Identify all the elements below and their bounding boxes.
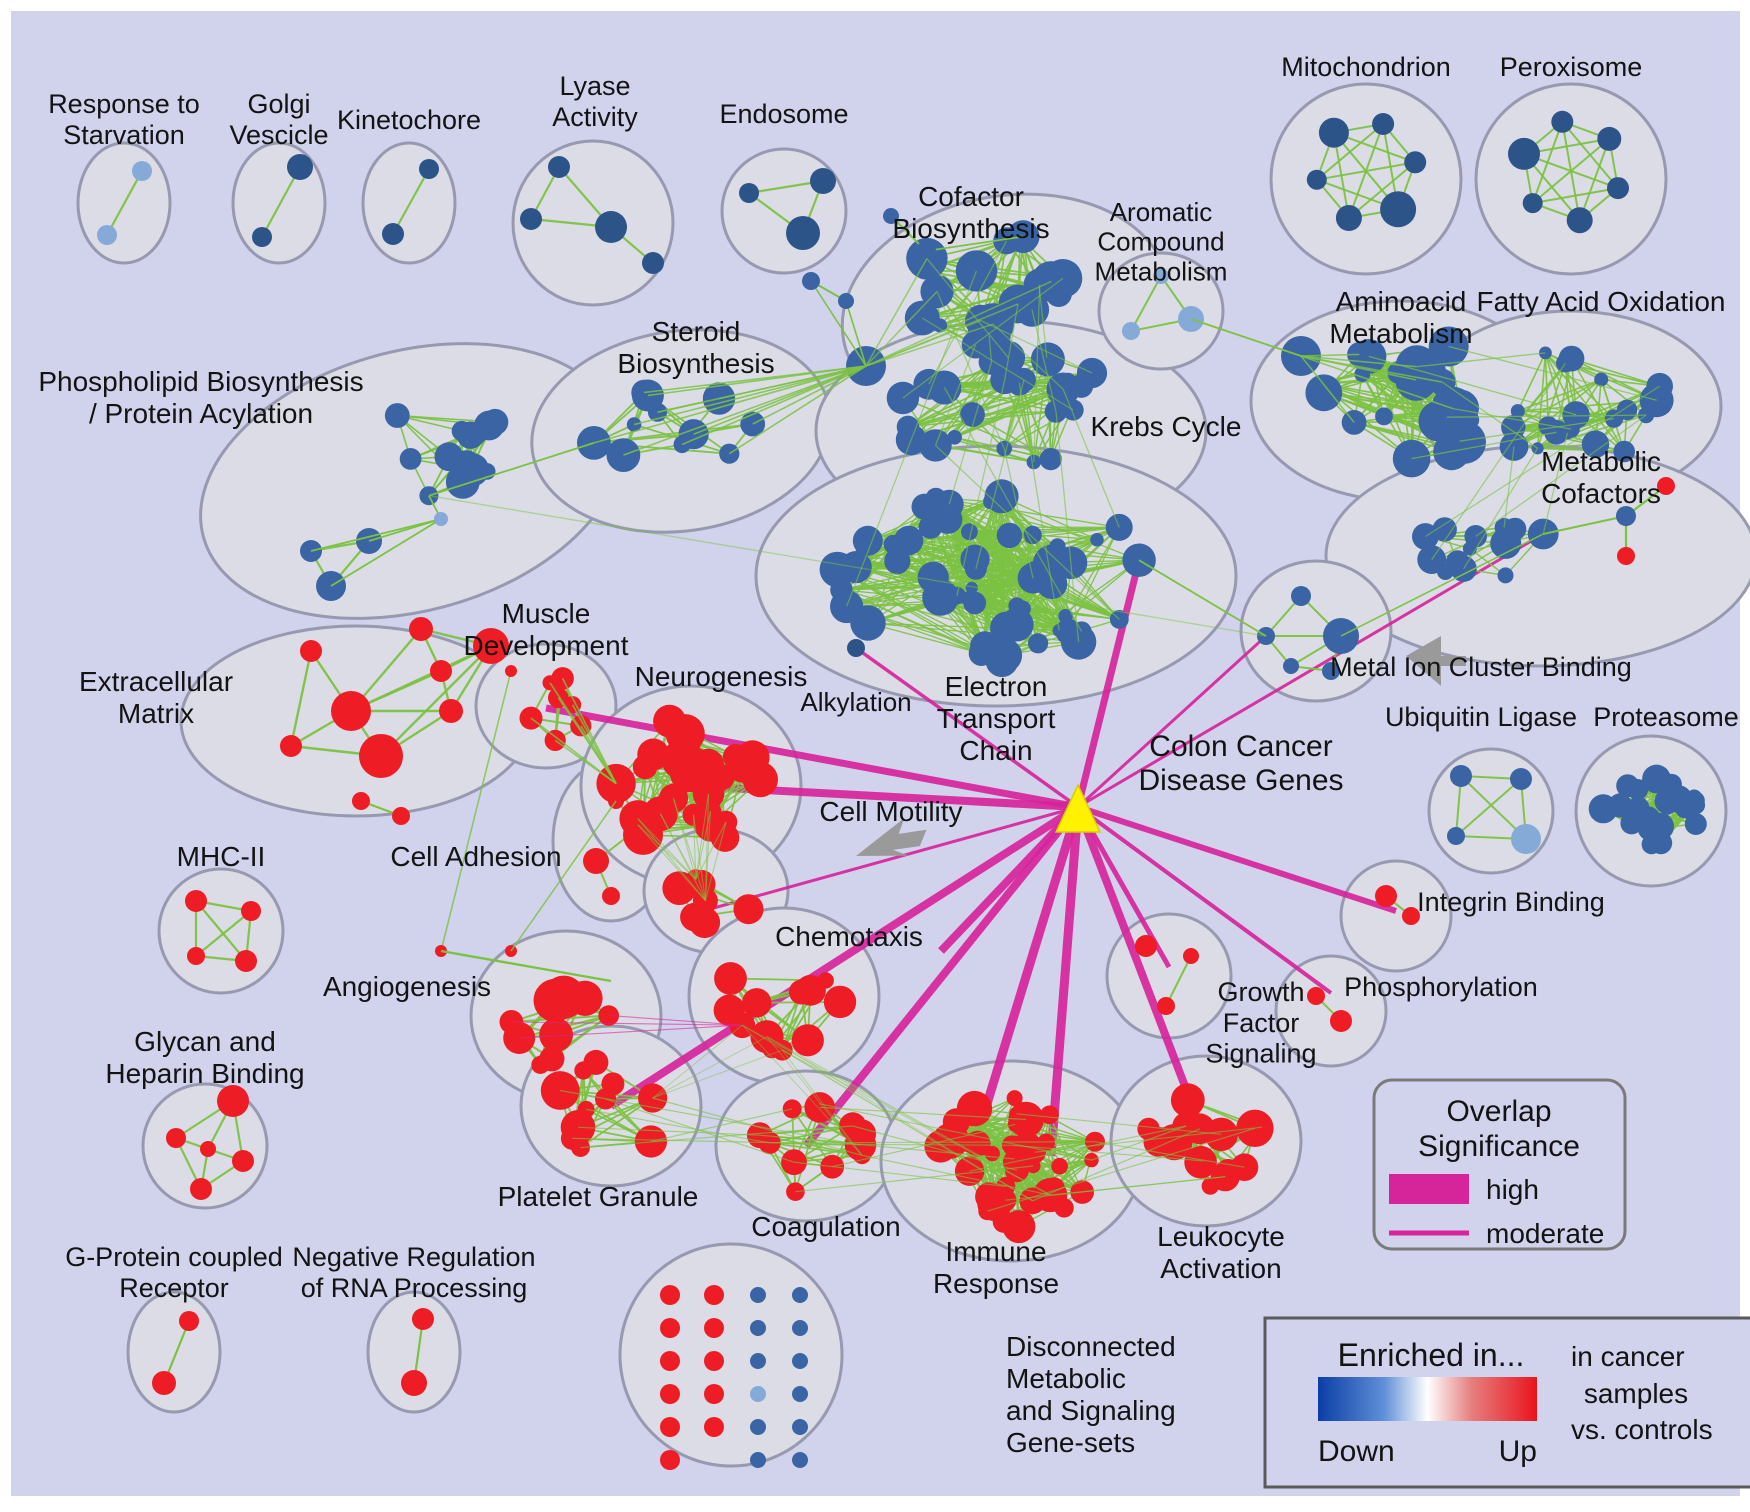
svg-text:Down: Down — [1318, 1435, 1395, 1468]
svg-text:high: high — [1486, 1174, 1539, 1205]
svg-text:Fatty Acid Oxidation: Fatty Acid Oxidation — [1476, 286, 1725, 317]
svg-text:Platelet Granule: Platelet Granule — [498, 1181, 699, 1212]
svg-text:in cancer: in cancer — [1571, 1341, 1685, 1372]
svg-text:Proteasome: Proteasome — [1593, 702, 1739, 732]
svg-text:Krebs Cycle: Krebs Cycle — [1091, 411, 1242, 442]
svg-text:Up: Up — [1499, 1435, 1537, 1468]
svg-text:samples: samples — [1584, 1378, 1688, 1409]
svg-text:Neurogenesis: Neurogenesis — [635, 661, 808, 692]
svg-text:Alkylation: Alkylation — [800, 687, 911, 717]
svg-text:Kinetochore: Kinetochore — [337, 105, 481, 135]
svg-text:Enriched in...: Enriched in... — [1338, 1337, 1525, 1373]
svg-text:Integrin Binding: Integrin Binding — [1417, 887, 1605, 917]
svg-text:Coagulation: Coagulation — [751, 1211, 900, 1242]
svg-text:moderate: moderate — [1486, 1218, 1604, 1249]
svg-text:Cell Motility: Cell Motility — [819, 796, 962, 827]
svg-text:Overlap: Overlap — [1446, 1095, 1551, 1128]
svg-text:MHC-II: MHC-II — [177, 841, 266, 872]
svg-text:vs. controls: vs. controls — [1571, 1414, 1713, 1445]
svg-text:Metal Ion Cluster Binding: Metal Ion Cluster Binding — [1330, 652, 1632, 682]
svg-text:Phosphorylation: Phosphorylation — [1344, 972, 1538, 1002]
svg-text:Ubiquitin Ligase: Ubiquitin Ligase — [1385, 702, 1577, 732]
svg-text:Angiogenesis: Angiogenesis — [323, 971, 491, 1002]
svg-text:Mitochondrion: Mitochondrion — [1281, 52, 1451, 82]
svg-text:Peroxisome: Peroxisome — [1500, 52, 1643, 82]
svg-text:Endosome: Endosome — [719, 99, 848, 129]
svg-text:Significance: Significance — [1418, 1130, 1580, 1163]
svg-text:Chemotaxis: Chemotaxis — [775, 921, 923, 952]
svg-text:Cell Adhesion: Cell Adhesion — [390, 841, 561, 872]
